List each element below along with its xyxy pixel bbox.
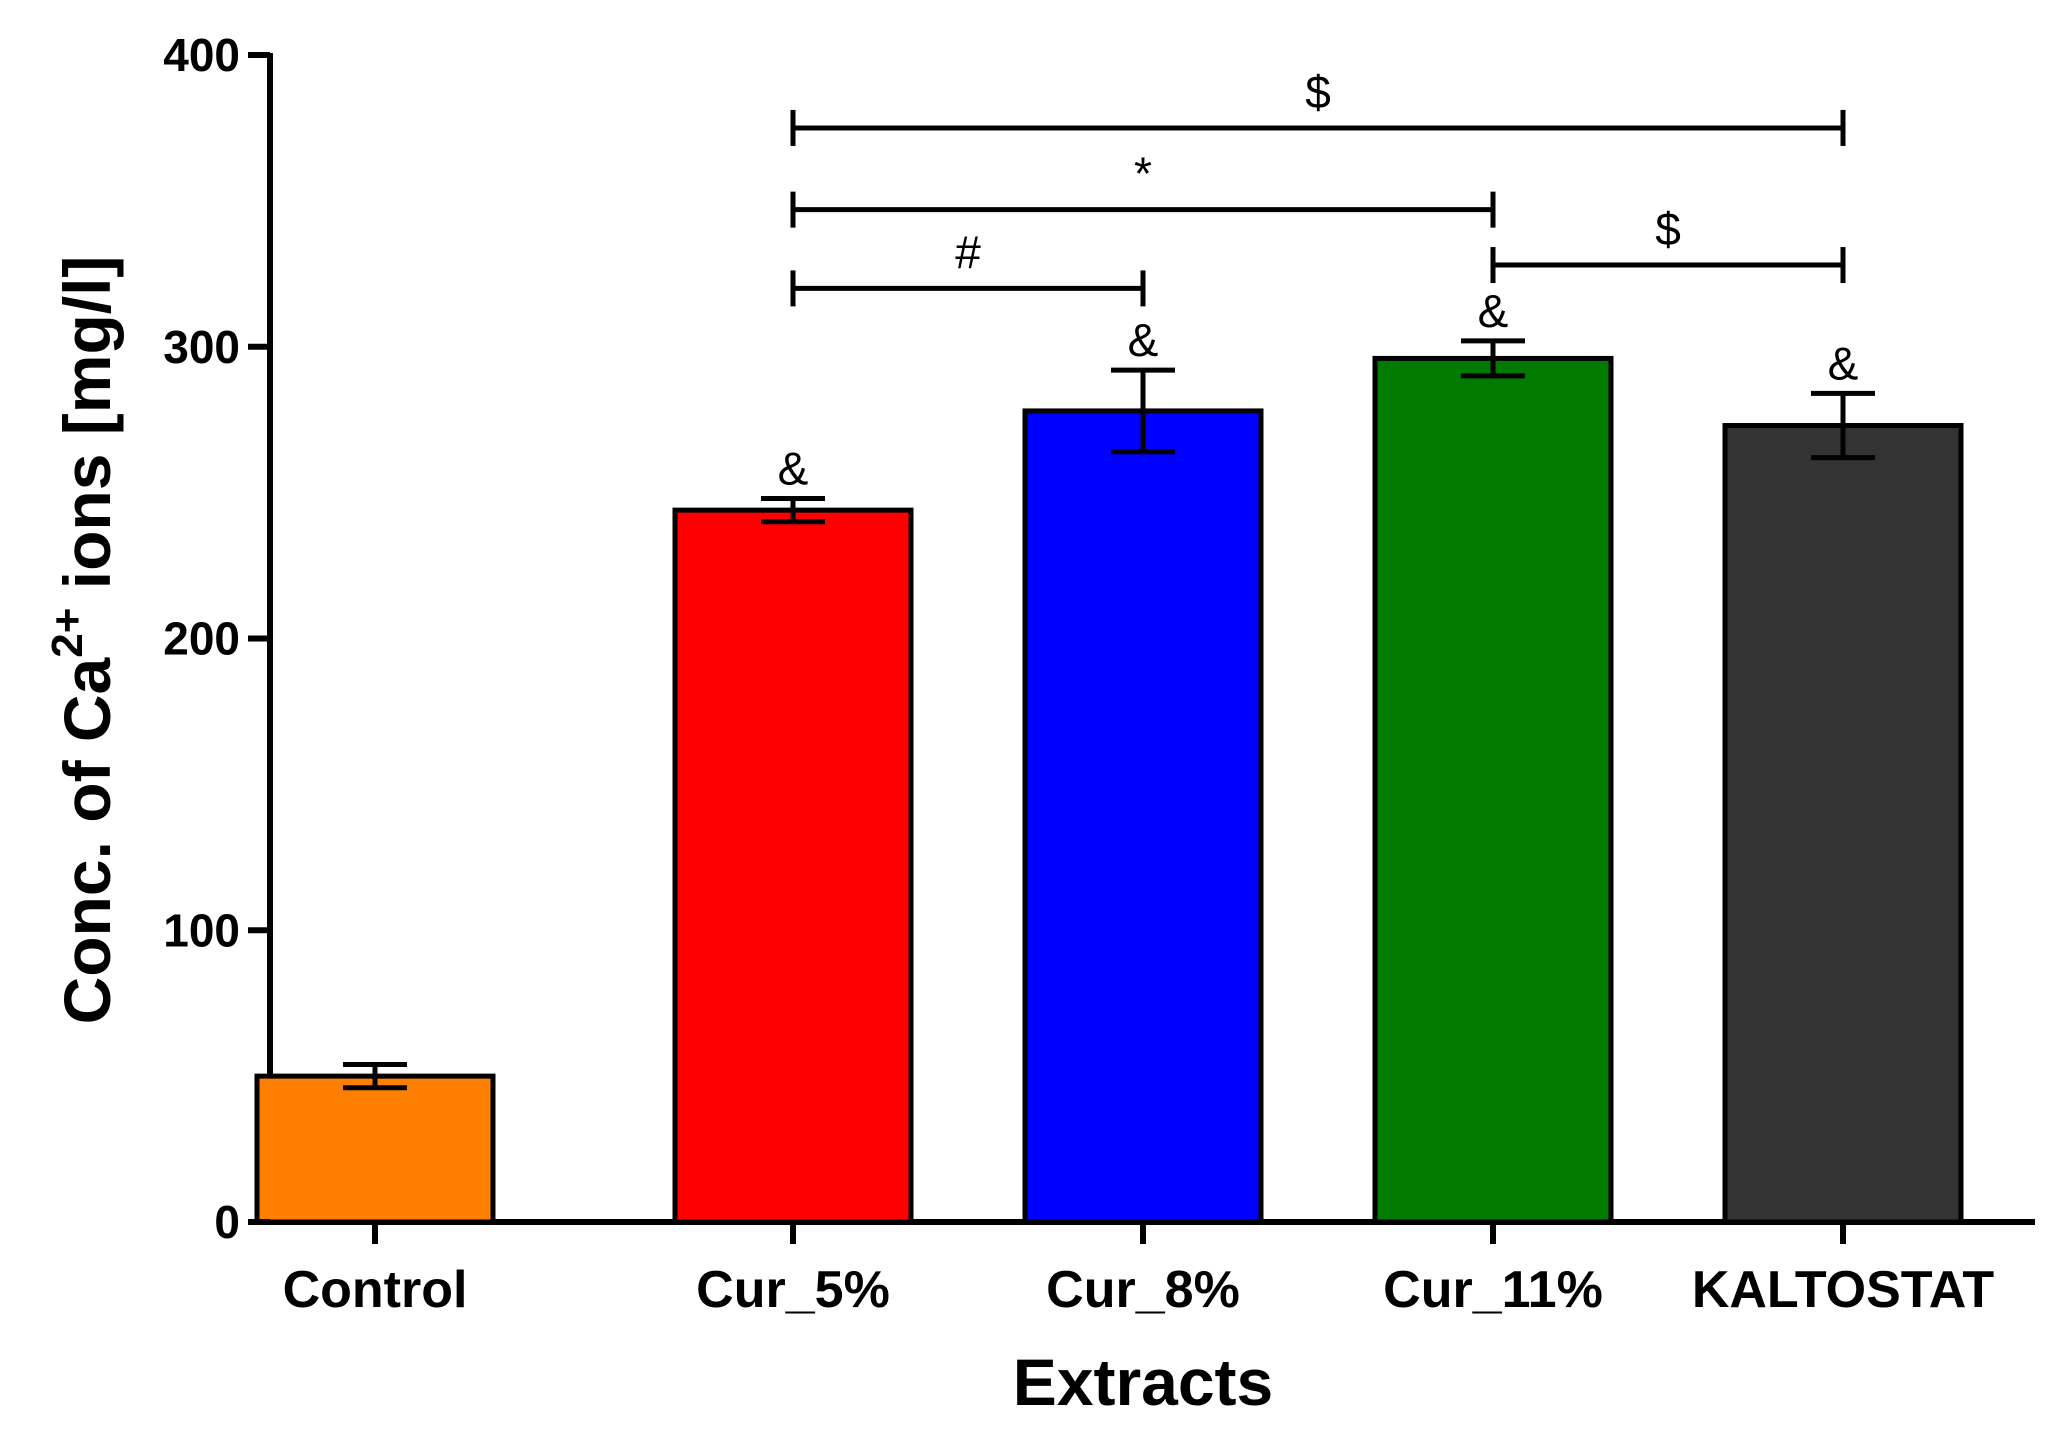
y-tick-label: 300	[163, 321, 240, 373]
y-tick-label: 100	[163, 904, 240, 956]
x-tick-label: Control	[283, 1261, 468, 1319]
y-tick-label: 200	[163, 613, 240, 665]
comparison-brackets: $ * # $	[790, 66, 1846, 307]
x-tick-label: Cur_5%	[696, 1261, 890, 1319]
y-tick-label: 400	[163, 29, 240, 81]
bar-significance-marker: &	[1828, 337, 1859, 389]
bar	[1022, 408, 1264, 1225]
error-bars	[343, 338, 1875, 1091]
x-ticks: Control Cur_5% Cur_8% Cur_11% KALTOSTAT	[283, 1222, 1995, 1319]
bar	[1372, 355, 1614, 1225]
x-tick-label: KALTOSTAT	[1692, 1261, 1995, 1319]
bar	[254, 1073, 496, 1225]
bar	[1722, 423, 1964, 1225]
y-axis-title-main: Conc. of Ca	[50, 656, 124, 1024]
y-ticks: 0 100 200 300 400	[163, 29, 270, 1248]
y-tick-label: 0	[214, 1196, 240, 1248]
x-axis-title: Extracts	[1013, 1345, 1274, 1419]
comparison-label: *	[1134, 148, 1152, 200]
bar-significance-marker: &	[1478, 285, 1509, 337]
comparison-label: #	[955, 226, 981, 278]
x-tick-label: Cur_8%	[1046, 1261, 1240, 1319]
y-axis-title-superscript: 2+	[43, 608, 92, 658]
x-tick-label: Cur_11%	[1383, 1261, 1603, 1319]
bar	[672, 507, 914, 1225]
comparison-label: $	[1655, 203, 1681, 255]
significance-markers: & & & &	[778, 285, 1859, 495]
bars	[254, 355, 1964, 1225]
y-axis-title-suffix: ions [mg/l]	[50, 256, 124, 608]
bar-significance-marker: &	[1128, 314, 1159, 366]
comparison-label: $	[1305, 66, 1331, 118]
y-axis-title: Conc. of Ca2+ ions [mg/l]	[43, 256, 124, 1025]
bar-significance-marker: &	[778, 442, 809, 494]
